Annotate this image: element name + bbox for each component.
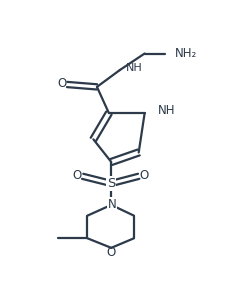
Text: O: O: [139, 169, 149, 182]
Text: NH₂: NH₂: [174, 47, 197, 60]
Text: NH: NH: [158, 104, 175, 117]
Text: NH: NH: [126, 63, 142, 73]
Text: O: O: [107, 246, 116, 259]
Text: O: O: [73, 169, 82, 182]
Text: S: S: [107, 177, 115, 190]
Text: N: N: [108, 198, 117, 211]
Text: O: O: [57, 77, 67, 90]
